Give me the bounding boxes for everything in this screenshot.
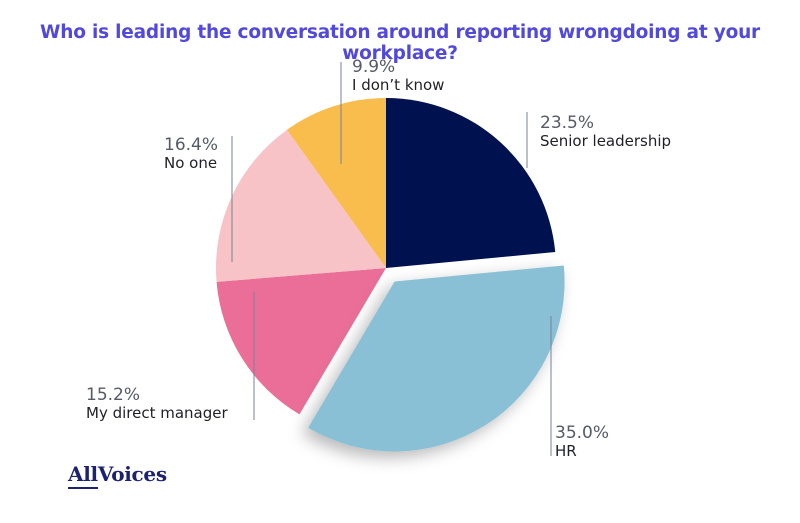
pie-slice-i-don-t-know — [286, 98, 386, 268]
category-label-my-direct-manager: My direct manager — [86, 404, 228, 422]
pie-slice-hr — [308, 265, 565, 452]
logo-voices: Voices — [97, 462, 167, 486]
category-label-hr: HR — [555, 442, 577, 460]
pie-slice-my-direct-manager — [216, 268, 386, 415]
pie-slice-senior-leadership — [386, 98, 556, 268]
value-label-no-one: 16.4% — [164, 135, 218, 155]
value-label-i-don-t-know: 9.9% — [352, 57, 395, 77]
category-label-senior-leadership: Senior leadership — [540, 132, 671, 150]
category-label-no-one: No one — [164, 154, 217, 172]
pie-slice-no-one — [216, 129, 386, 282]
value-label-senior-leadership: 23.5% — [540, 113, 594, 133]
category-label-i-don-t-know: I don’t know — [352, 76, 444, 94]
allvoices-logo: AllVoices — [68, 462, 167, 489]
value-label-my-direct-manager: 15.2% — [86, 385, 140, 405]
logo-all: All — [68, 462, 98, 489]
value-label-hr: 35.0% — [555, 423, 609, 443]
chart-title: Who is leading the conversation around r… — [40, 22, 760, 64]
